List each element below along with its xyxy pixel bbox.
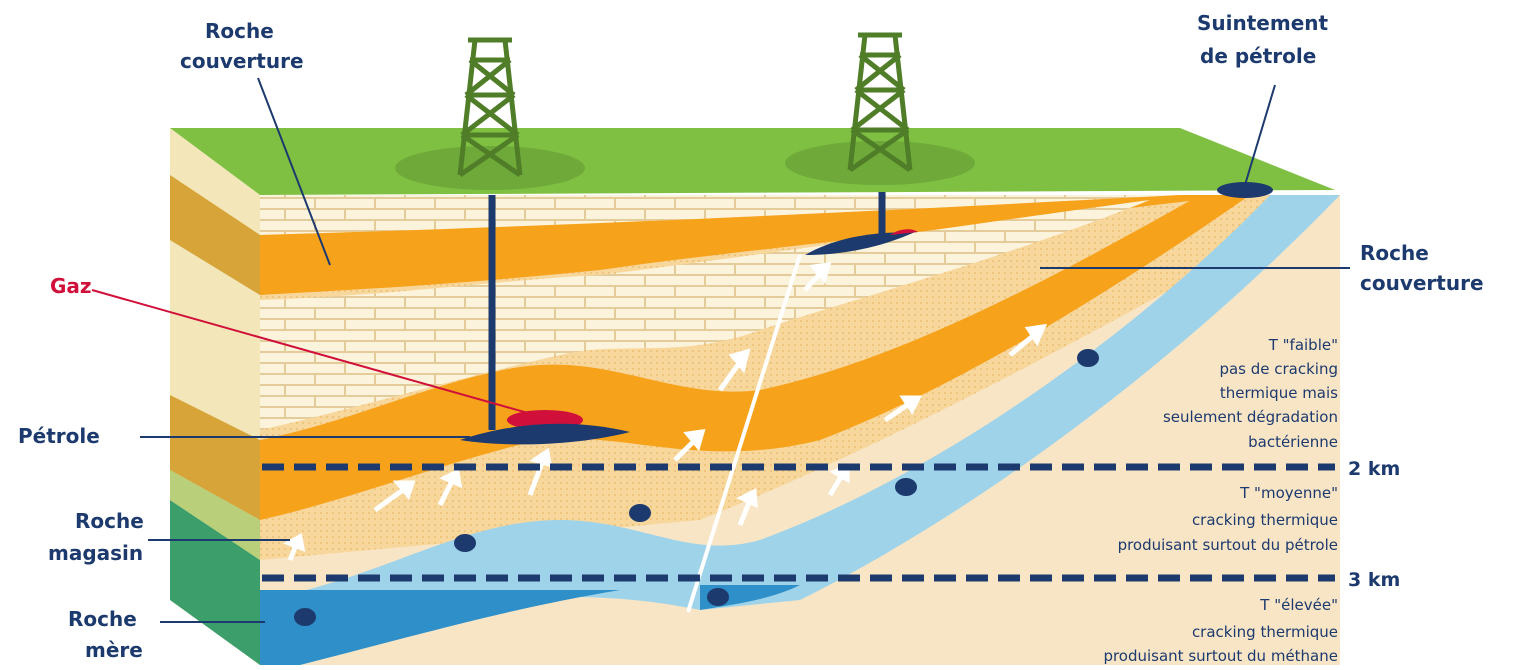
zone-text: thermique mais <box>1220 384 1338 402</box>
limestone-fold <box>260 200 1150 430</box>
zone-text: pas de cracking <box>1219 360 1338 378</box>
side-orange <box>170 175 260 295</box>
zone-text: bactérienne <box>1248 433 1338 451</box>
zone-text: T "faible" <box>1268 336 1338 354</box>
migration-arrows <box>283 261 1048 561</box>
reservoir-rock <box>260 195 1340 630</box>
ground-surface <box>170 128 1335 195</box>
label: Gaz <box>50 274 92 298</box>
depth-label: 3 km <box>1348 569 1400 591</box>
source-rock <box>260 590 620 665</box>
side-green-light <box>170 470 260 560</box>
label: Roche <box>1360 241 1429 265</box>
label: mère <box>85 638 143 662</box>
zone-text: seulement dégradation <box>1163 408 1338 426</box>
gas-pocket <box>890 229 918 235</box>
leader-line <box>257 77 331 266</box>
side-orange-lower <box>170 395 260 520</box>
derrick <box>847 32 913 173</box>
zone-text: T "élevée" <box>1259 596 1338 614</box>
zone-text: cracking thermique <box>1192 623 1338 641</box>
leader-line <box>1244 84 1276 186</box>
label: Roche <box>205 19 274 43</box>
oil-seep <box>1217 182 1273 198</box>
oil-droplets <box>294 349 1099 626</box>
derrick-pad <box>395 146 585 190</box>
label: magasin <box>48 541 143 565</box>
label: couverture <box>1360 271 1484 295</box>
orange-layer-upper <box>260 195 1240 295</box>
depth-label: 2 km <box>1348 458 1400 480</box>
label: Pétrole <box>18 424 100 448</box>
derrick-pad <box>785 141 975 185</box>
oil-pool <box>805 232 915 255</box>
zone-text: produisant surtout du pétrole <box>1118 536 1338 554</box>
zone-text: cracking thermique <box>1192 511 1338 529</box>
side-green <box>170 500 260 665</box>
oil-pool <box>460 423 630 445</box>
zone-text: produisant surtout du méthane <box>1103 647 1338 665</box>
label: couverture <box>180 49 304 73</box>
label: de pétrole <box>1200 44 1316 68</box>
zone-text: T "moyenne" <box>1239 484 1338 502</box>
leader-line <box>91 289 536 416</box>
derrick <box>457 37 523 178</box>
fault <box>686 254 802 613</box>
label: Roche <box>75 509 144 533</box>
label: Suintement <box>1197 11 1329 35</box>
label: Roche <box>68 607 137 631</box>
